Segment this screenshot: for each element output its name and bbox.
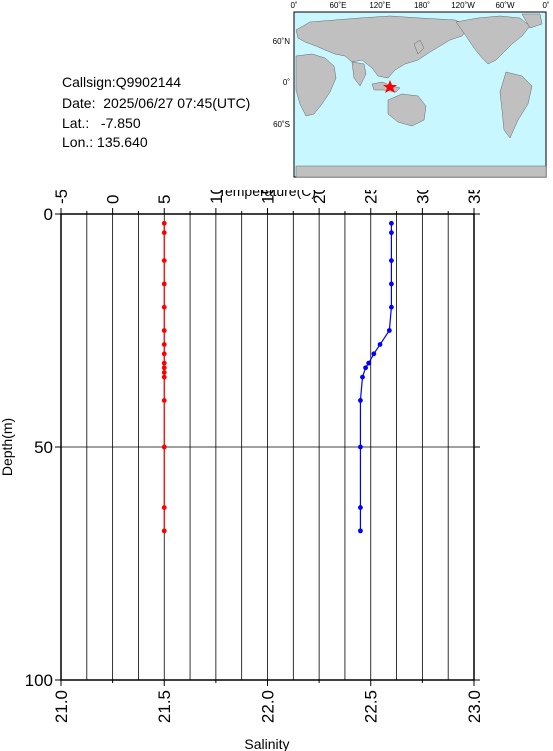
profile-point xyxy=(161,370,167,375)
temperature-tick-label: -5 xyxy=(52,190,71,204)
lon-label: Lon.: xyxy=(62,134,94,150)
station-date: Date: 2025/06/27 07:45(UTC) xyxy=(62,96,250,110)
profile-point xyxy=(358,444,363,450)
profile-point xyxy=(389,281,394,287)
profile-point xyxy=(161,328,167,333)
profile-point xyxy=(389,230,394,236)
profile-chart: -5 0 5 10 15 20 25 30 35 21.0 21.5 22.0 22.5 23.0 05… xyxy=(0,190,484,751)
salinity-tick-label: 21.5 xyxy=(155,690,174,723)
temperature-tick-label: 15 xyxy=(258,190,277,204)
profile-point xyxy=(161,528,167,534)
salinity-tick-label: 23.0 xyxy=(465,690,484,723)
salinity-tick-label: 22.5 xyxy=(362,690,381,723)
profile-line xyxy=(359,223,392,531)
map-top-tick: 0˚ xyxy=(290,1,297,10)
callsign-label: Callsign: xyxy=(62,74,116,90)
profile-point xyxy=(161,365,167,371)
profile-point xyxy=(161,220,167,226)
location-map-panel: 0˚ 60˚E 120˚E 180˚ 120˚W 60˚W 0˚ 60˚N 0˚… xyxy=(0,0,553,190)
map-top-tick: 60˚E xyxy=(330,1,347,10)
map-top-tick: 120˚W xyxy=(451,1,475,10)
depth-axis-label: Depth(m) xyxy=(0,418,15,476)
station-callsign: Callsign:Q9902144 xyxy=(62,75,181,89)
profile-point xyxy=(161,444,167,450)
salinity-axis-label: Salinity xyxy=(244,736,289,751)
map-lat-ticks: 60˚N 0˚ 60˚S xyxy=(273,37,291,129)
depth-tick-label: 100 xyxy=(25,671,53,690)
profile-point xyxy=(161,398,167,403)
salinity-tick-label: 22.0 xyxy=(258,690,277,723)
profile-point xyxy=(161,258,167,263)
map-top-ticks: 0˚ 60˚E 120˚E 180˚ 120˚W 60˚W 0˚ xyxy=(290,1,549,10)
profile-point xyxy=(371,351,377,357)
depth-tick-label: 50 xyxy=(34,438,53,457)
profile-point xyxy=(389,258,394,263)
profile-point xyxy=(360,374,365,380)
profile-point xyxy=(389,220,394,226)
depth-tick-label: 0 xyxy=(44,205,53,224)
temperature-ticks: -5 0 5 10 15 20 25 30 35 xyxy=(52,190,484,214)
temperature-tick-label: 10 xyxy=(207,190,226,204)
map-top-tick: 60˚W xyxy=(495,1,515,10)
profile-point xyxy=(161,351,167,357)
lat-value: -7.850 xyxy=(100,115,141,131)
station-marker-icon xyxy=(383,80,397,93)
temperature-axis-label: Temperature(C) xyxy=(218,190,316,199)
map-top-tick: 120˚E xyxy=(369,1,390,10)
temperature-tick-label: 25 xyxy=(362,190,381,204)
profile-point xyxy=(363,365,368,371)
date-value: 2025/06/27 07:45(UTC) xyxy=(103,95,251,111)
map-lat-tick: 60˚N xyxy=(273,37,291,46)
station-lat: Lat.: -7.850 xyxy=(62,116,141,130)
temperature-tick-label: 30 xyxy=(413,190,432,204)
chart-series xyxy=(161,220,394,534)
profile-point xyxy=(161,230,167,236)
date-label: Date: xyxy=(62,95,96,111)
temperature-tick-label: 5 xyxy=(155,195,174,204)
map-lat-tick: 0˚ xyxy=(283,78,290,87)
profile-point xyxy=(386,328,392,333)
temperature-tick-label: 35 xyxy=(465,190,484,204)
profile-point xyxy=(389,304,394,310)
profile-point xyxy=(377,342,383,347)
profile-point xyxy=(366,360,372,366)
lon-value: 135.640 xyxy=(97,134,148,150)
chart-grid xyxy=(60,214,480,680)
temperature-tick-label: 20 xyxy=(310,190,329,204)
profile-point xyxy=(161,342,167,347)
station-lon: Lon.: 135.640 xyxy=(62,135,148,149)
profile-point xyxy=(161,374,167,380)
temperature-tick-label: 0 xyxy=(104,195,123,204)
salinity-tick-label: 21.0 xyxy=(52,690,71,723)
callsign-value: Q9902144 xyxy=(115,74,182,90)
profile-point xyxy=(161,360,167,366)
map-top-tick: 0˚ xyxy=(542,1,549,10)
profile-point xyxy=(358,505,363,510)
world-map: 0˚ 60˚E 120˚E 180˚ 120˚W 60˚W 0˚ 60˚N 0˚… xyxy=(273,1,550,178)
lat-label: Lat.: xyxy=(62,115,90,131)
profile-point xyxy=(358,398,363,403)
map-top-tick: 180˚ xyxy=(414,1,430,10)
profile-point xyxy=(358,528,363,534)
map-lat-tick: 60˚S xyxy=(273,120,290,129)
salinity-ticks: 21.0 21.5 22.0 22.5 23.0 xyxy=(52,680,484,723)
profile-point xyxy=(161,505,167,510)
profile-point xyxy=(161,281,167,287)
profile-point xyxy=(161,304,167,310)
depth-ticks: 0 50 100 xyxy=(25,205,480,690)
